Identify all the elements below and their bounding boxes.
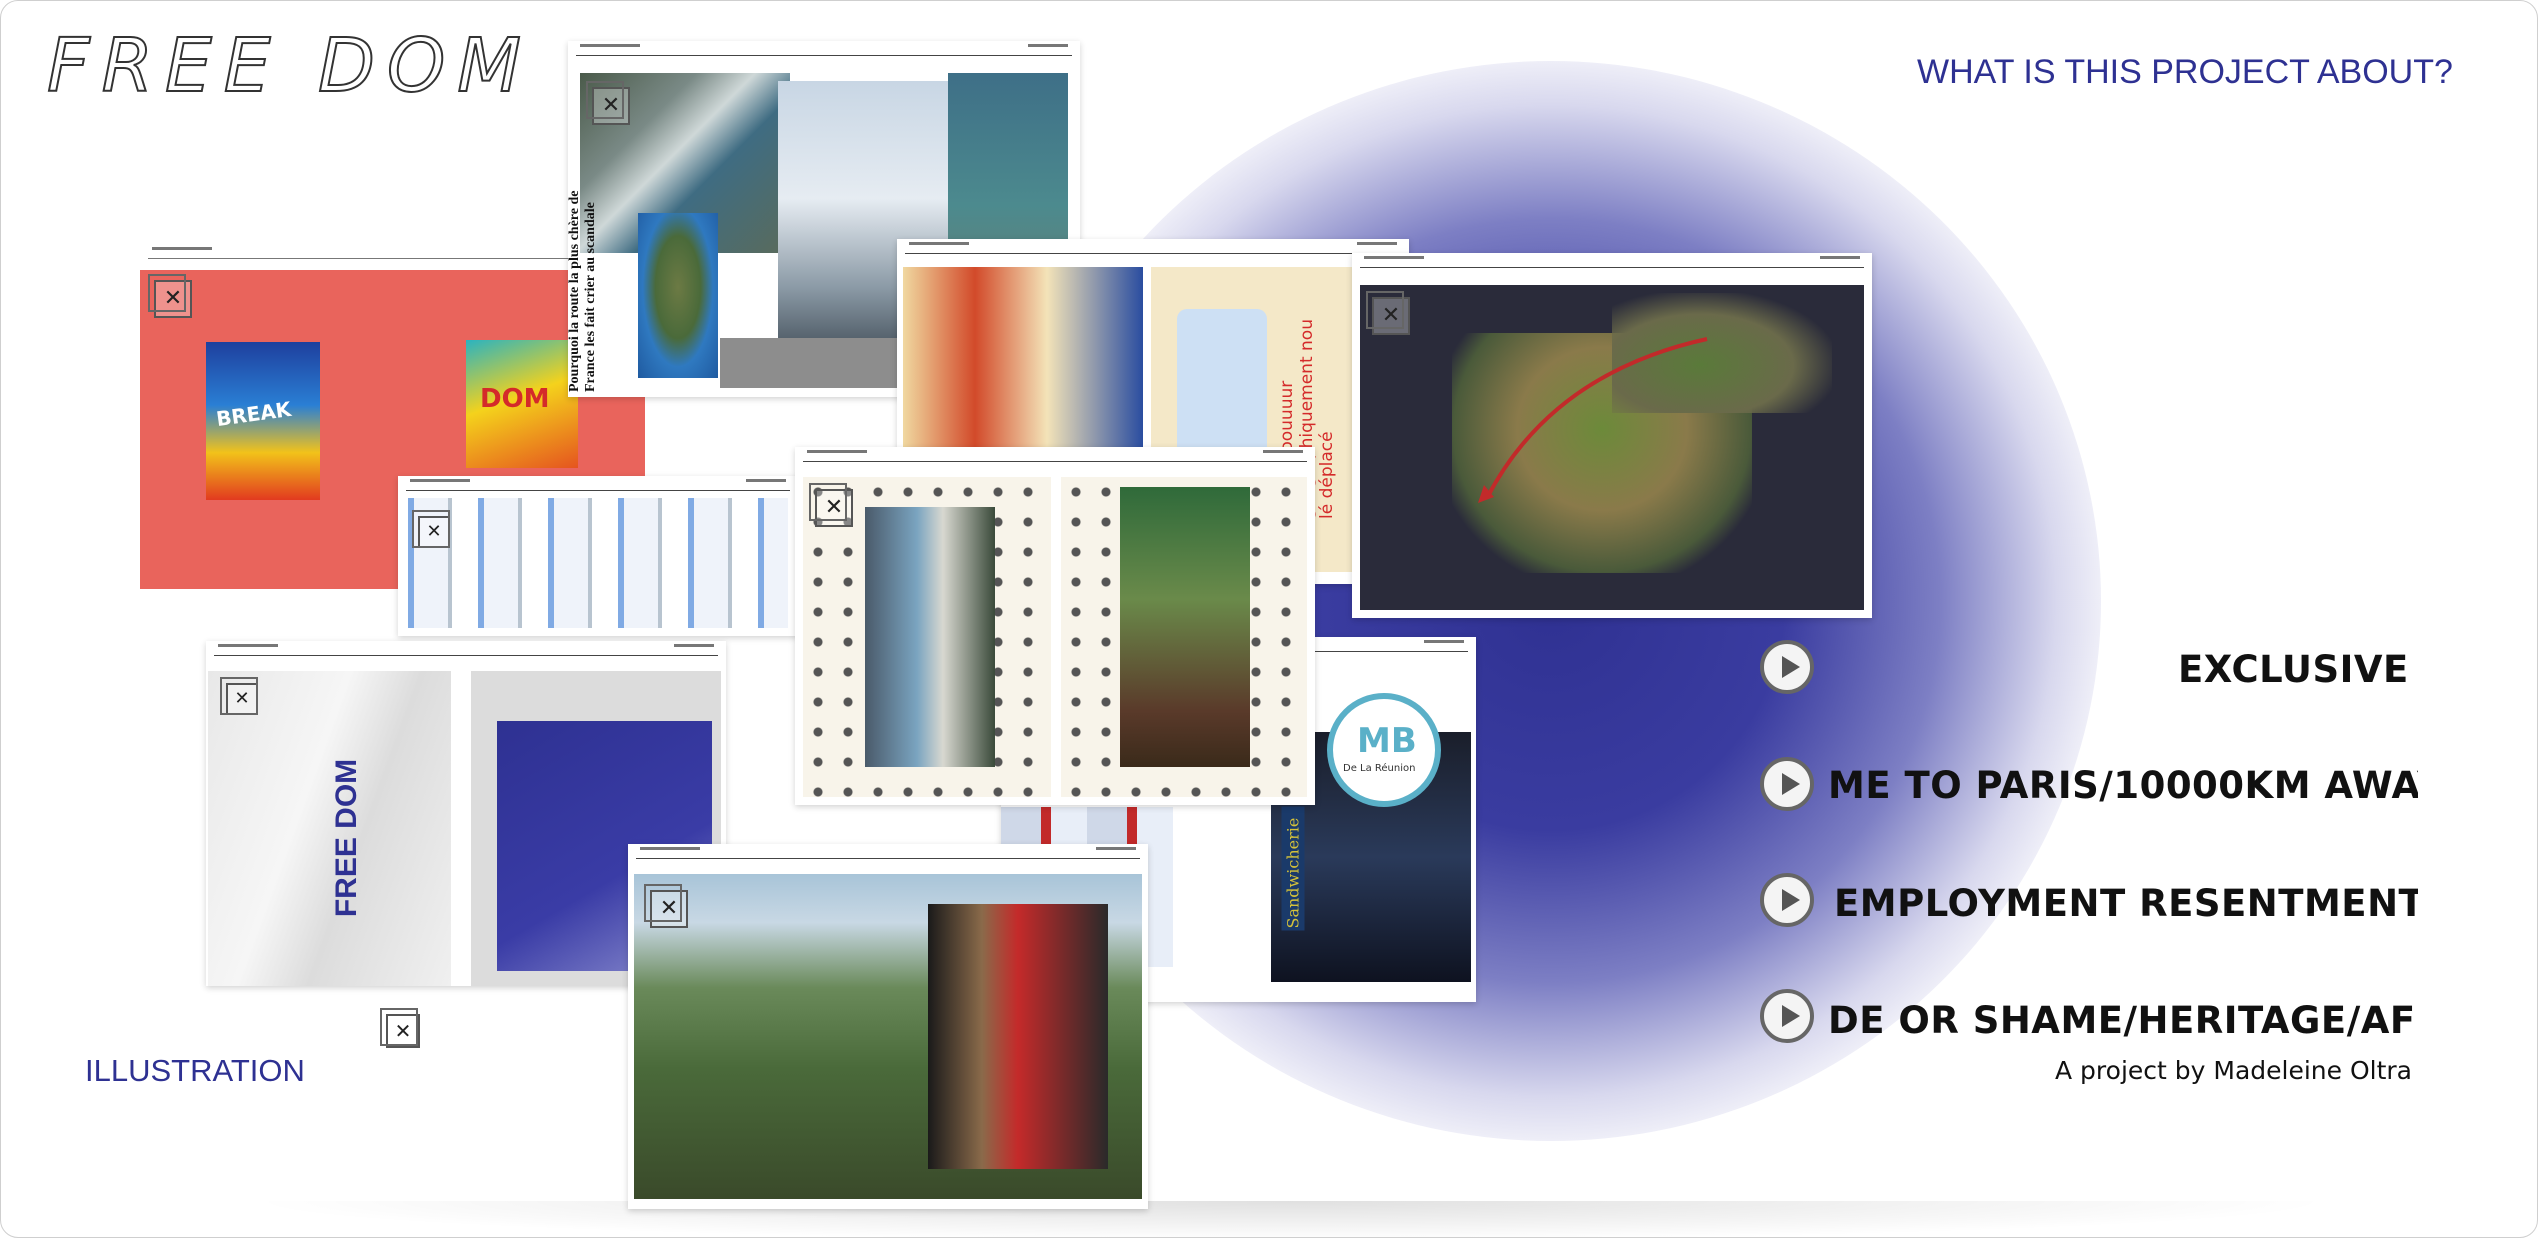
play-icon[interactable] (1760, 757, 1814, 811)
motorbike-photo (928, 904, 1108, 1169)
site-logo[interactable]: FREE DOM (46, 22, 534, 110)
flyer-title: BREAK (214, 396, 293, 432)
about-project-link[interactable]: WHAT IS THIS PROJECT ABOUT? (1917, 53, 2453, 91)
close-icon[interactable]: ✕ (1366, 291, 1410, 335)
topic-label: DE OR SHAME/HERITAGE/AFRO D (1828, 999, 2418, 1042)
white-bag-photo: FREE DOM (208, 671, 451, 986)
collage-card-flyers[interactable]: BREAK DOM ✕ (140, 244, 645, 589)
migration-arrow (1478, 337, 1708, 503)
play-icon[interactable] (1760, 873, 1814, 927)
blue-house-photo (865, 507, 995, 767)
sandwich-sign: Sandwicherie (1281, 806, 1305, 931)
close-icon[interactable]: ✕ (412, 510, 450, 548)
topic-row-1[interactable]: EXCLUSIVE H (1828, 644, 2418, 700)
continent-europe (1612, 293, 1832, 413)
play-icon[interactable] (1760, 989, 1814, 1043)
topic-label: EMPLOYMENT RESENTMENT/RA( (1834, 882, 2418, 925)
badge-sub: De La Réunion (1343, 763, 1416, 774)
screenshot-grid (408, 498, 788, 628)
play-icon[interactable] (1760, 640, 1814, 694)
topic-label: ME TO PARIS/10000KM AWAY/WH (1828, 764, 2418, 807)
close-icon[interactable]: ✕ (644, 884, 688, 928)
collage-card-mountains[interactable]: ✕ (628, 844, 1148, 1209)
collage-card-screenshots[interactable]: ✕ (398, 476, 798, 636)
close-icon[interactable]: ✕ (148, 274, 192, 318)
collage-card-houses[interactable]: ✕ (795, 447, 1315, 805)
island-photo (638, 213, 718, 378)
flyer-soca-break: BREAK (206, 342, 320, 500)
bag-print: FREE DOM (330, 758, 364, 918)
badge-letters: MB (1357, 721, 1417, 761)
close-icon[interactable]: ✕ (380, 1008, 420, 1048)
green-room-photo (1120, 487, 1250, 767)
topic-row-2[interactable]: ME TO PARIS/10000KM AWAY/WH (1828, 760, 2418, 816)
collage-card-satellite-map[interactable]: ✕ (1352, 253, 1872, 618)
topic-row-3[interactable]: EMPLOYMENT RESENTMENT/RA( (1828, 878, 2418, 934)
illustration-link[interactable]: ILLUSTRATION (85, 1053, 305, 1088)
topic-row-4[interactable]: DE OR SHAME/HERITAGE/AFRO D (1828, 995, 2418, 1051)
globe-illustration (1177, 309, 1267, 459)
flyer-title: DOM (480, 384, 550, 414)
collage-card-sandwich-shop[interactable]: Sandwicherie MB De La Réunion (1001, 637, 1476, 1002)
project-credit: A project by Madeleine Oltra (2055, 1056, 2412, 1085)
mb-badge: MB De La Réunion (1327, 693, 1441, 807)
bottom-shadow (241, 1201, 2341, 1237)
close-icon[interactable]: ✕ (220, 677, 258, 715)
collage-card-bag[interactable]: FREE DOM ✕ (206, 641, 726, 986)
flyer-dom-party: DOM (466, 340, 578, 468)
close-icon[interactable]: ✕ (809, 483, 853, 527)
road-headline: Pourquoi la route la plus chère de Franc… (567, 190, 598, 392)
close-icon[interactable]: ✕ (586, 81, 630, 125)
topic-label: EXCLUSIVE H (2178, 648, 2418, 691)
